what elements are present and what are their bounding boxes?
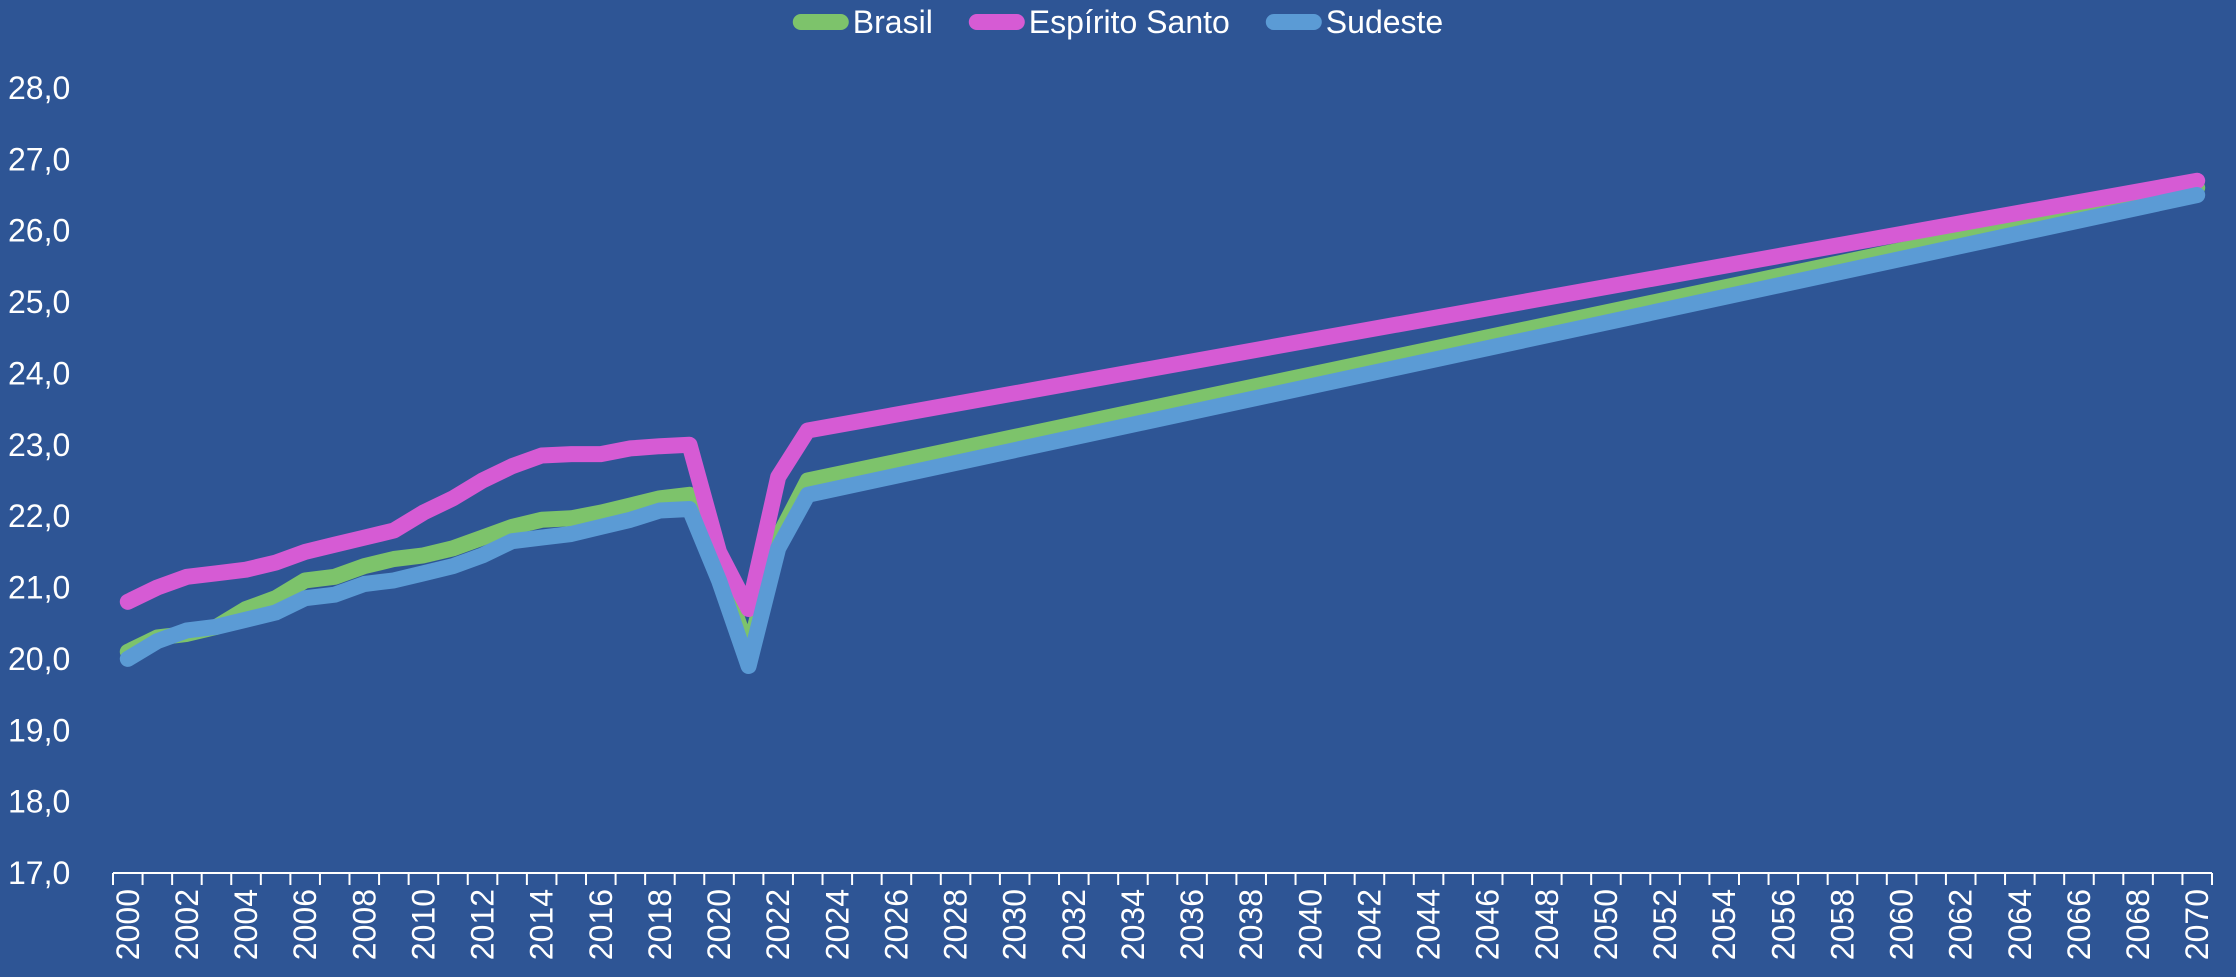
- legend-item-brasil: Brasil: [792, 4, 933, 40]
- x-tick-label: 2020: [701, 889, 737, 960]
- x-tick-label: 2008: [346, 889, 382, 960]
- x-tick-label: 2054: [1706, 889, 1742, 960]
- x-tick-label: 2060: [1884, 889, 1920, 960]
- x-tick-label: 2062: [1943, 889, 1979, 960]
- y-tick-label: 19,0: [8, 712, 70, 748]
- x-tick-label: 2070: [2179, 889, 2215, 960]
- y-tick-label: 20,0: [8, 641, 70, 677]
- x-tick-label: 2014: [524, 889, 560, 960]
- plot-area: [119, 172, 2206, 674]
- x-tick-label: 2028: [938, 889, 974, 960]
- x-tick-label: 2058: [1824, 889, 1860, 960]
- x-tick-label: 2046: [1470, 889, 1506, 960]
- legend-label: Brasil: [853, 4, 933, 40]
- x-tick-label: 2016: [583, 889, 619, 960]
- legend-item-espirito-santo: Espírito Santo: [968, 4, 1230, 40]
- series-line-sudeste: [119, 187, 2206, 674]
- y-tick-label: 18,0: [8, 784, 70, 820]
- x-tick-label: 2018: [642, 889, 678, 960]
- x-tick-label: 2006: [287, 889, 323, 960]
- x-tick-label: 2030: [997, 889, 1033, 960]
- x-tick-label: 2064: [2002, 889, 2038, 960]
- x-axis: 2000 2002 2004 2006 2008 2010 2012 2014 2016 2018…: [110, 872, 2215, 960]
- x-tick-label: 2042: [1351, 889, 1387, 960]
- y-tick-label: 23,0: [8, 427, 70, 463]
- y-tick-label: 27,0: [8, 141, 70, 177]
- x-tick-label: 2044: [1411, 889, 1447, 960]
- x-tick-label: 2050: [1588, 889, 1624, 960]
- x-tick-label: 2022: [760, 889, 796, 960]
- x-tick-label: 2004: [228, 889, 264, 960]
- legend-item-sudeste: Sudeste: [1265, 4, 1443, 40]
- x-tick-label: 2000: [110, 889, 146, 960]
- x-tick-label: 2032: [1056, 889, 1092, 960]
- x-tick-label: 2040: [1292, 889, 1328, 960]
- x-tick-label: 2034: [1115, 889, 1151, 960]
- x-tick-label: 2048: [1529, 889, 1565, 960]
- legend-label: Espírito Santo: [1029, 4, 1230, 40]
- x-tick-label: 2002: [169, 889, 205, 960]
- y-tick-label: 26,0: [8, 213, 70, 249]
- y-tick-label: 25,0: [8, 284, 70, 320]
- x-tick-label: 2012: [465, 889, 501, 960]
- series-line-espirito-santo: [119, 172, 2206, 617]
- x-tick-label: 2024: [819, 889, 855, 960]
- y-tick-label: 21,0: [8, 570, 70, 606]
- y-tick-label: 24,0: [8, 355, 70, 391]
- y-tick-label: 22,0: [8, 498, 70, 534]
- x-tick-label: 2038: [1233, 889, 1269, 960]
- x-tick-label: 2010: [405, 889, 441, 960]
- x-tick-label: 2036: [1174, 889, 1210, 960]
- x-tick-label: 2052: [1647, 889, 1683, 960]
- x-tick-label: 2026: [878, 889, 914, 960]
- legend-label: Sudeste: [1326, 4, 1443, 40]
- y-tick-label: 28,0: [8, 70, 70, 106]
- legend: Brasil Espírito Santo Sudeste: [792, 4, 1443, 40]
- x-tick-label: 2066: [2061, 889, 2097, 960]
- x-tick-label: 2068: [2120, 889, 2156, 960]
- x-tick-label: 2056: [1765, 889, 1801, 960]
- y-axis: 17,0 18,0 19,0 20,0 21,0 22,0 23,0 24,0 25,0 26,0…: [8, 70, 70, 891]
- y-tick-label: 17,0: [8, 855, 70, 891]
